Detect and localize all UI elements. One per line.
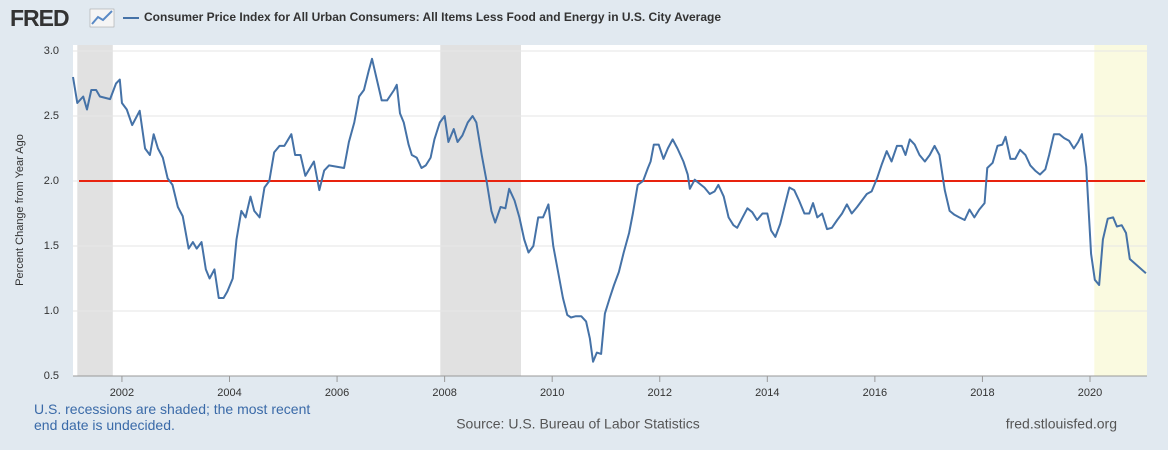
legend-label: Consumer Price Index for All Urban Consu… bbox=[144, 10, 721, 24]
url: fred.stlouisfed.org bbox=[1006, 416, 1117, 432]
x-tick-label: 2002 bbox=[110, 387, 134, 399]
y-tick-label: 0.5 bbox=[44, 370, 59, 382]
x-tick-label: 2014 bbox=[755, 387, 779, 399]
recession-band bbox=[1094, 45, 1147, 376]
x-tick-label: 2020 bbox=[1078, 387, 1102, 399]
x-tick-label: 2010 bbox=[540, 387, 564, 399]
x-tick-label: 2004 bbox=[217, 387, 241, 399]
x-tick-label: 2018 bbox=[970, 387, 994, 399]
y-axis-label: Percent Change from Year Ago bbox=[14, 134, 26, 286]
y-tick-label: 2.5 bbox=[44, 110, 59, 122]
x-tick-label: 2012 bbox=[648, 387, 672, 399]
y-tick-label: 3.0 bbox=[44, 45, 59, 57]
source: Source: U.S. Bureau of Labor Statistics bbox=[456, 416, 700, 432]
recession-band bbox=[77, 45, 113, 376]
plot-area bbox=[73, 45, 1147, 376]
logo-icon bbox=[89, 8, 115, 28]
recession-band bbox=[440, 45, 521, 376]
x-tick-label: 2006 bbox=[325, 387, 349, 399]
y-tick-label: 1.5 bbox=[44, 240, 59, 252]
series-line bbox=[72, 57, 1147, 363]
x-tick-label: 2008 bbox=[432, 387, 456, 399]
recession-note: U.S. recessions are shaded; the most rec… bbox=[34, 401, 311, 433]
logo: FRED bbox=[10, 5, 69, 31]
x-tick-label: 2016 bbox=[863, 387, 887, 399]
y-tick-label: 2.0 bbox=[44, 175, 59, 187]
y-tick-label: 1.0 bbox=[44, 305, 59, 317]
